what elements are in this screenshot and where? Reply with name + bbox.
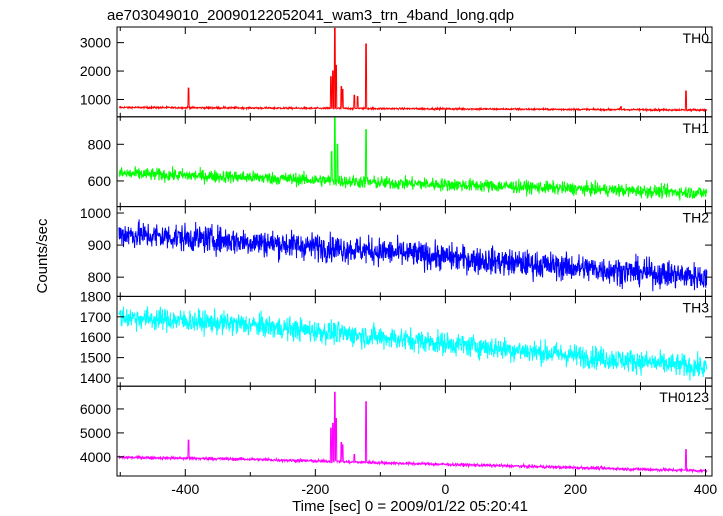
- series-line-th1: [118, 116, 708, 201]
- x-tick-label: 400: [694, 481, 718, 497]
- y-tick-label: 600: [88, 173, 112, 189]
- series-line-th3: [118, 306, 708, 381]
- y-tick-label: 1000: [80, 205, 111, 221]
- y-tick-label: 1700: [80, 309, 111, 325]
- panel-label: TH0: [683, 30, 710, 46]
- y-tick-label: 800: [88, 269, 112, 285]
- y-tick-label: 2000: [80, 63, 111, 79]
- x-tick-label: 200: [564, 481, 588, 497]
- series-line-th0: [118, 27, 707, 113]
- x-tick-label: -400: [171, 481, 199, 497]
- panel-th0: 1000 2000 3000 TH0: [80, 26, 713, 118]
- chart-title: ae703049010_20090122052041_wam3_trn_4ban…: [107, 7, 514, 24]
- y-tick-label: 5000: [80, 425, 111, 441]
- panel-th3: 1400 1500 1600 1700 1800 TH3: [80, 288, 713, 387]
- panel-label: TH3: [683, 299, 710, 315]
- y-tick-label: 1000: [80, 91, 111, 107]
- panel-label: TH1: [683, 120, 710, 136]
- y-tick-label: 1800: [80, 288, 111, 304]
- y-tick-label: 6000: [80, 401, 111, 417]
- panel-group: 1000 2000 3000 TH0 600 800 TH1 800 900 1000 TH2 140…: [80, 26, 713, 477]
- y-tick-label: 1400: [80, 370, 111, 386]
- panel-th0123: 4000 5000 6000 TH0123: [80, 385, 713, 477]
- x-tick-label: -200: [301, 481, 329, 497]
- y-tick-label: 1500: [80, 350, 111, 366]
- panel-th2: 800 900 1000 TH2: [80, 205, 713, 297]
- y-tick-label: 800: [88, 136, 112, 152]
- y-axis-label: Counts/sec: [34, 218, 51, 294]
- panel-frame: [116, 26, 713, 118]
- series-line-th2: [118, 219, 708, 292]
- y-tick-label: 3000: [80, 35, 111, 51]
- panel-label: TH2: [683, 210, 710, 226]
- y-tick-label: 900: [88, 237, 112, 253]
- series-line-th0123: [118, 391, 708, 474]
- x-tick-label: 0: [441, 481, 449, 497]
- x-tick-labels: -400 -200 0 200 400: [171, 481, 717, 497]
- x-axis-label: Time [sec] 0 = 2009/01/22 05:20:41: [292, 498, 528, 515]
- panel-label: TH0123: [659, 389, 709, 405]
- panel-frame: [116, 385, 713, 477]
- y-tick-label: 1600: [80, 329, 111, 345]
- y-tick-label: 4000: [80, 449, 111, 465]
- panel-th1: 600 800 TH1: [88, 116, 713, 208]
